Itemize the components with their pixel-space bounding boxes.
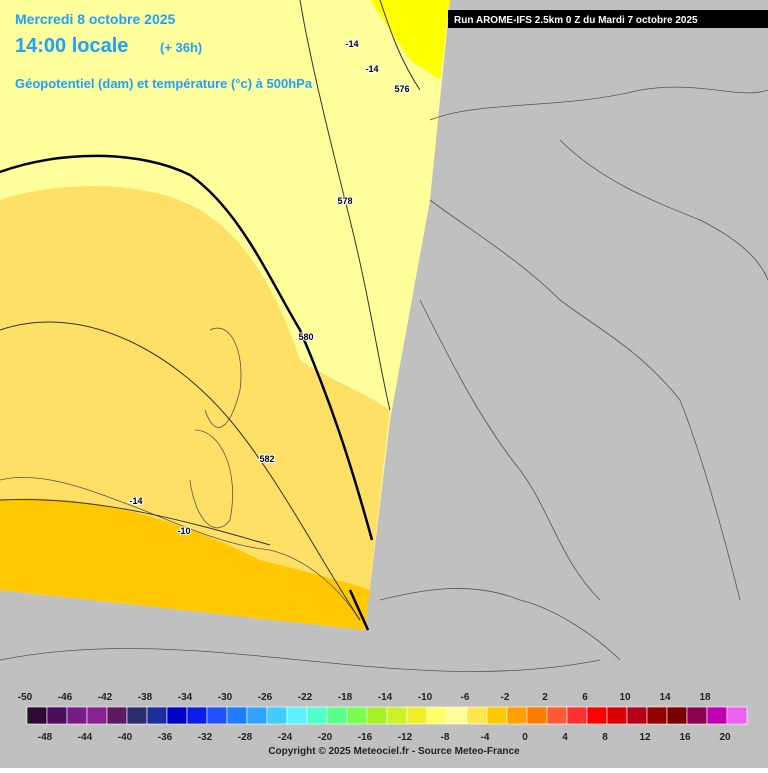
legend-swatch	[266, 706, 288, 725]
legend-tick-label: 12	[639, 732, 651, 743]
legend-swatch	[426, 706, 448, 725]
legend-tick-label: -36	[158, 732, 173, 743]
legend-tick-label: 8	[602, 732, 608, 743]
legend-swatch	[246, 706, 268, 725]
legend-swatch	[306, 706, 328, 725]
contours	[0, 0, 421, 631]
legend-tick-label: -34	[178, 692, 193, 703]
legend-swatch	[526, 706, 548, 725]
legend-tick-label: -14	[378, 692, 393, 703]
band-warm	[0, 498, 370, 630]
legend-swatch	[86, 706, 108, 725]
legend-tick-label: -50	[18, 692, 33, 703]
legend-tick-label: -8	[441, 732, 450, 743]
legend-tick-label: 18	[699, 692, 711, 703]
legend-swatch	[406, 706, 428, 725]
legend-swatch	[626, 706, 648, 725]
legend-swatch	[486, 706, 508, 725]
legend-swatch	[46, 706, 68, 725]
legend-tick-label: 10	[619, 692, 631, 703]
legend-swatch	[546, 706, 568, 725]
run: Run AROME-IFS 2.5km 0 Z du Mardi 7 octob…	[454, 15, 698, 26]
time: 14:00 locale	[15, 35, 128, 57]
legend-swatch	[646, 706, 668, 725]
date: Mercredi 8 octobre 2025	[15, 11, 176, 27]
legend-tick-label: -12	[398, 732, 413, 743]
legend-tick-label: -6	[461, 692, 470, 703]
legend-tick-label: 20	[719, 732, 731, 743]
legend-tick-label: -46	[58, 692, 73, 703]
legend-tick-label: -20	[318, 732, 333, 743]
legend-tick-label: -40	[118, 732, 133, 743]
legend-swatch	[106, 706, 128, 725]
legend-tick-label: -4	[481, 732, 490, 743]
contour-label: 578	[337, 196, 352, 206]
legend-swatch	[166, 706, 188, 725]
lead: (+ 36h)	[160, 40, 202, 55]
legend-swatch	[566, 706, 588, 725]
legend: -50-48-46-44-42-40-38-36-34-32-30-28-26-…	[18, 692, 748, 743]
legend-swatch	[286, 706, 308, 725]
legend-tick-label: 14	[659, 692, 671, 703]
contour-label: -14	[345, 39, 358, 49]
contour-label: -14	[365, 64, 378, 74]
legend-swatch	[346, 706, 368, 725]
legend-tick-label: 4	[562, 732, 568, 743]
contour-label: 576	[394, 84, 409, 94]
legend-tick-label: -10	[418, 692, 433, 703]
legend-tick-label: -28	[238, 732, 253, 743]
legend-swatch	[706, 706, 728, 725]
legend-tick-label: -30	[218, 692, 233, 703]
legend-tick-label: -16	[358, 732, 373, 743]
legend-tick-label: 0	[522, 732, 528, 743]
legend-tick-label: -38	[138, 692, 153, 703]
legend-swatch	[506, 706, 528, 725]
contour-label: 580	[298, 332, 313, 342]
legend-swatch	[366, 706, 388, 725]
band-cold	[370, 0, 450, 80]
contour-label: -10	[177, 526, 190, 536]
legend-swatch	[186, 706, 208, 725]
legend-tick-label: 16	[679, 732, 691, 743]
legend-tick-label: 6	[582, 692, 588, 703]
legend-swatch	[326, 706, 348, 725]
legend-tick-label: -22	[298, 692, 313, 703]
legend-swatch	[206, 706, 228, 725]
legend-swatch	[386, 706, 408, 725]
legend-tick-label: -44	[78, 732, 93, 743]
legend-tick-label: -42	[98, 692, 113, 703]
field: Géopotentiel (dam) et température (°c) à…	[15, 76, 313, 91]
legend-tick-label: -32	[198, 732, 213, 743]
contour-label: -14	[129, 496, 142, 506]
legend-swatch	[666, 706, 688, 725]
run-banner	[448, 10, 768, 28]
legend-swatch	[226, 706, 248, 725]
legend-swatch	[466, 706, 488, 725]
legend-swatch	[686, 706, 708, 725]
legend-tick-label: -26	[258, 692, 273, 703]
legend-swatch	[26, 706, 48, 725]
legend-tick-label: -48	[38, 732, 53, 743]
legend-tick-label: 2	[542, 692, 548, 703]
legend-tick-label: -24	[278, 732, 293, 743]
legend-swatch	[446, 706, 468, 725]
legend-swatch	[726, 706, 748, 725]
legend-swatch	[606, 706, 628, 725]
copyright: Copyright © 2025 Meteociel.fr - Source M…	[268, 746, 520, 757]
legend-tick-label: -18	[338, 692, 353, 703]
borders	[0, 86, 768, 672]
legend-tick-label: -2	[501, 692, 510, 703]
legend-swatch	[586, 706, 608, 725]
legend-swatch	[146, 706, 168, 725]
legend-swatch	[126, 706, 148, 725]
contour-label: 582	[259, 454, 274, 464]
legend-swatch	[66, 706, 88, 725]
